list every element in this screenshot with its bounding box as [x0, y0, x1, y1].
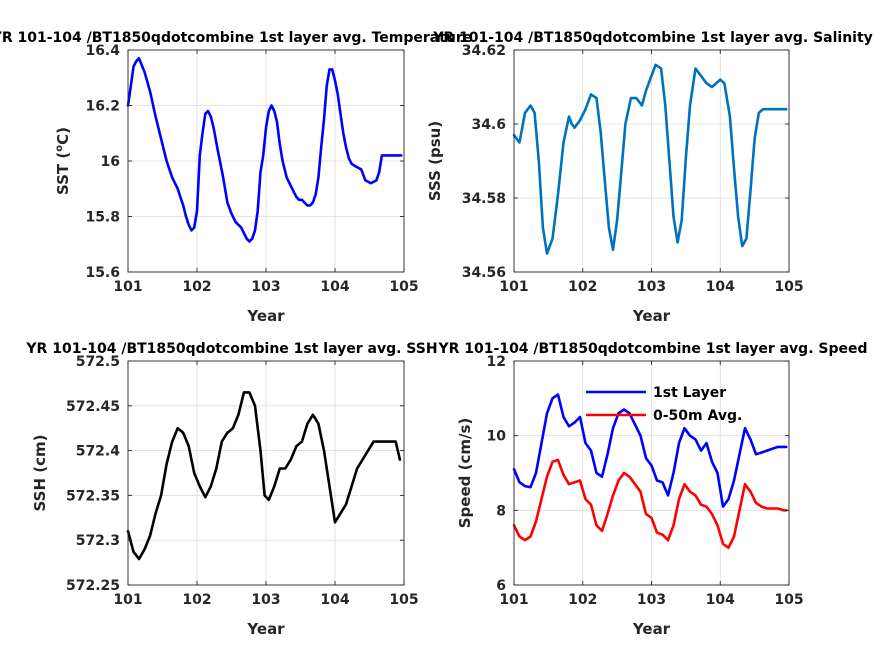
- x-tick-label: 103: [251, 279, 280, 295]
- x-tick-label: 103: [251, 592, 280, 608]
- y-tick-label: 572.25: [66, 578, 120, 594]
- legend-label: 0-50m Avg.: [653, 408, 742, 424]
- y-tick-label: 572.3: [76, 533, 120, 549]
- y-tick-label: 6: [496, 578, 506, 594]
- chart-title: YR 101-104 /BT1850qdotcombine 1st layer …: [438, 341, 868, 357]
- x-tick-label: 105: [389, 279, 418, 295]
- subplot-1: 101 102 103 104 105 15.6 15.8 16 16.2 16.4 Year SST…: [0, 30, 472, 325]
- y-tick-label: 16: [101, 154, 120, 170]
- y-tick-label: 572.35: [66, 488, 120, 504]
- x-tick-label: 102: [568, 592, 597, 608]
- x-axis-label: Year: [632, 307, 671, 325]
- x-tick-label: 103: [637, 279, 666, 295]
- x-tick-label: 104: [320, 592, 349, 608]
- x-axis-label: Year: [246, 307, 285, 325]
- chart-title: YR 101-104 /BT1850qdotcombine 1st layer …: [25, 341, 437, 357]
- series-line-2: [512, 458, 788, 550]
- y-tick-label: 10: [487, 429, 507, 445]
- y-tick-label: 572.5: [76, 354, 120, 370]
- y-tick-label: 16.2: [85, 99, 120, 115]
- series-line-1: [512, 393, 788, 508]
- y-axis-label: SST (oC): [54, 127, 72, 195]
- y-tick-label: 34.56: [462, 265, 506, 281]
- x-tick-label: 102: [568, 279, 597, 295]
- legend: 1st Layer 0-50m Avg.: [586, 385, 742, 424]
- x-tick-label: 105: [774, 279, 803, 295]
- y-axis-label: SSS (psu): [426, 121, 444, 201]
- x-tick-label: 105: [389, 592, 418, 608]
- y-tick-label: 34.58: [462, 191, 506, 207]
- x-tick-label: 104: [706, 279, 735, 295]
- y-tick-label: 8: [496, 503, 506, 519]
- subplot-4: 101 102 103 104 105 6 8 10 12 Year Speed (cm/s) YR …: [438, 341, 868, 638]
- x-tick-label: 101: [113, 592, 142, 608]
- y-tick-label: 16.4: [85, 43, 120, 59]
- y-tick-label: 34.62: [462, 43, 506, 59]
- x-axis-label: Year: [246, 620, 285, 638]
- series-line-1: [126, 391, 402, 561]
- y-tick-label: 572.4: [76, 444, 121, 460]
- y-tick-label: 34.6: [471, 117, 506, 133]
- chart-title: YR 101-104 /BT1850qdotcombine 1st layer …: [432, 30, 873, 46]
- y-tick-label: 12: [487, 354, 506, 370]
- x-tick-label: 104: [706, 592, 735, 608]
- x-tick-label: 103: [637, 592, 666, 608]
- x-tick-label: 104: [320, 279, 349, 295]
- subplot-3: 101 102 103 104 105 572.25 572.3 572.35 572.4 572…: [25, 341, 437, 638]
- x-tick-label: 102: [182, 279, 211, 295]
- y-axis-label: Speed (cm/s): [456, 418, 474, 529]
- series-line-1: [512, 63, 788, 255]
- x-tick-label: 102: [182, 592, 211, 608]
- y-tick-label: 572.45: [66, 399, 120, 415]
- chart-title: YR 101-104 /BT1850qdotcombine 1st layer …: [0, 30, 472, 46]
- legend-label: 1st Layer: [653, 385, 726, 401]
- x-axis-label: Year: [632, 620, 671, 638]
- series-line-1: [126, 56, 403, 243]
- y-tick-label: 15.6: [85, 265, 120, 281]
- x-tick-label: 101: [499, 279, 528, 295]
- x-tick-label: 101: [113, 279, 142, 295]
- x-tick-label: 101: [499, 592, 528, 608]
- y-axis-label: SSH (cm): [31, 435, 49, 512]
- x-tick-label: 105: [774, 592, 803, 608]
- subplot-2: 101 102 103 104 105 34.56 34.58 34.6 34.62 Year SS…: [426, 30, 873, 325]
- y-tick-label: 15.8: [85, 210, 120, 226]
